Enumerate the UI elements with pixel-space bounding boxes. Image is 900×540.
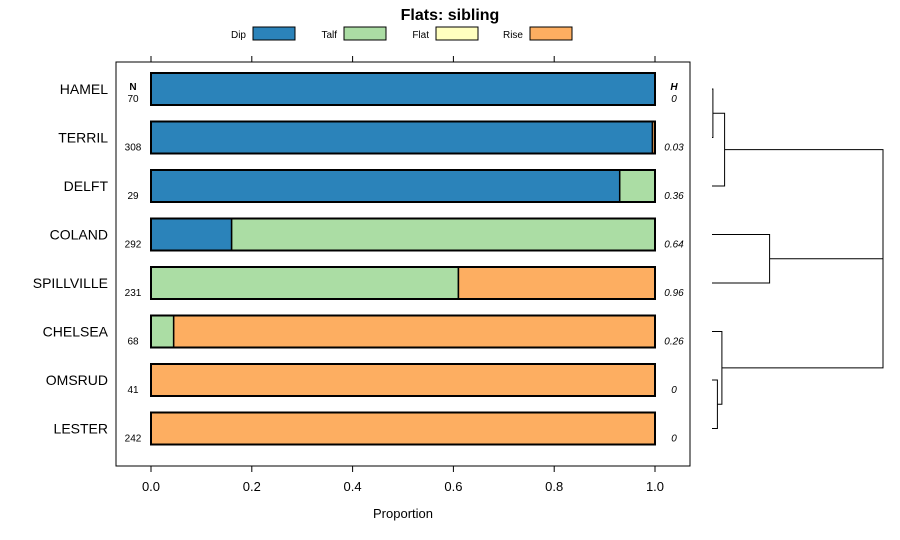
row-label-omsrud: OMSRUD: [46, 372, 108, 388]
x-tick-label: 0.8: [545, 479, 563, 494]
h-value: 0.96: [664, 288, 684, 299]
bar-segment-talf-chelsea: [150, 314, 175, 349]
n-column-header: N: [129, 82, 136, 93]
n-value: 70: [127, 94, 139, 105]
dendrogram-branch: [721, 258, 884, 369]
n-value: 308: [125, 143, 142, 154]
dendrogram-branch: [712, 112, 726, 187]
bar-outline-hamel: [150, 72, 656, 106]
row-label-spillville: SPILLVILLE: [33, 275, 108, 291]
h-value: 0.03: [664, 143, 684, 154]
n-value: 242: [125, 434, 142, 445]
h-value: 0: [671, 94, 677, 105]
h-value: 0.36: [664, 191, 684, 202]
bar-outline-delft: [150, 169, 656, 203]
legend-swatch-flat: [435, 26, 479, 41]
h-value: 0.64: [664, 240, 684, 251]
x-tick-label: 0.0: [142, 479, 160, 494]
legend-label-rise: Rise: [503, 30, 523, 41]
legend-label-dip: Dip: [231, 30, 246, 41]
legend-swatch-dip: [252, 26, 296, 41]
plot-area: 0.0 0.2 0.4 0.6 0.8 1.0 N H: [115, 56, 691, 494]
n-value: 68: [127, 337, 139, 348]
bar-outline-chelsea: [150, 314, 656, 349]
bar-segment-dip-delft: [150, 169, 621, 203]
dendrogram: [712, 88, 884, 429]
n-value: 41: [127, 385, 139, 396]
legend-swatch-talf: [343, 26, 387, 41]
legend-label-talf: Talf: [321, 30, 337, 41]
dendrogram-branch: [712, 234, 771, 284]
x-tick-label: 0.4: [344, 479, 362, 494]
bar-outline-spillville: [150, 266, 656, 300]
row-label-terril: TERRIL: [58, 130, 108, 146]
chart-title: Flats: sibling: [401, 7, 500, 24]
legend-label-flat: Flat: [412, 30, 429, 41]
bar-segment-rise-lester: [150, 411, 656, 446]
legend: Dip Talf Flat Rise: [231, 26, 573, 41]
bar-outline-lester: [150, 411, 656, 446]
row-label-chelsea: CHELSEA: [43, 324, 109, 340]
h-value: 0: [671, 434, 677, 445]
bar-outline-coland: [150, 217, 656, 252]
row-label-coland: COLAND: [50, 227, 108, 243]
bars: HAMEL 70 0 TERRIL 308 0.03 DELFT 29 0.36 COLAND 29…: [33, 72, 684, 446]
row-label-hamel: HAMEL: [60, 81, 108, 97]
x-axis-title: Proportion: [373, 506, 433, 521]
bar-segment-rise-spillville: [457, 266, 656, 300]
x-tick-label: 1.0: [646, 479, 664, 494]
bar-outline-terril: [150, 120, 656, 155]
h-value: 0.26: [664, 337, 684, 348]
dendrogram-branch: [712, 379, 718, 429]
dendrogram-branch: [712, 88, 714, 138]
x-tick-label: 0.6: [444, 479, 462, 494]
bar-segment-dip-terril: [150, 120, 654, 155]
h-value: 0: [671, 385, 677, 396]
bar-segment-rise-chelsea: [172, 314, 656, 349]
dendrogram-branch: [724, 149, 884, 314]
plot-frame: [115, 61, 691, 467]
n-value: 29: [127, 191, 139, 202]
bar-segment-dip-coland: [150, 217, 233, 252]
row-label-lester: LESTER: [54, 421, 108, 437]
bar-outline-omsrud: [150, 363, 656, 397]
bar-segment-rise-omsrud: [150, 363, 656, 397]
bar-segment-dip-hamel: [150, 72, 656, 106]
n-value: 292: [125, 240, 142, 251]
legend-swatch-rise: [529, 26, 573, 41]
bar-segment-talf-coland: [230, 217, 656, 252]
h-column-header: H: [670, 82, 678, 93]
n-value: 231: [125, 288, 142, 299]
bar-segment-talf-delft: [618, 169, 656, 203]
row-label-delft: DELFT: [64, 178, 109, 194]
bar-segment-talf-spillville: [150, 266, 460, 300]
x-tick-label: 0.2: [243, 479, 261, 494]
